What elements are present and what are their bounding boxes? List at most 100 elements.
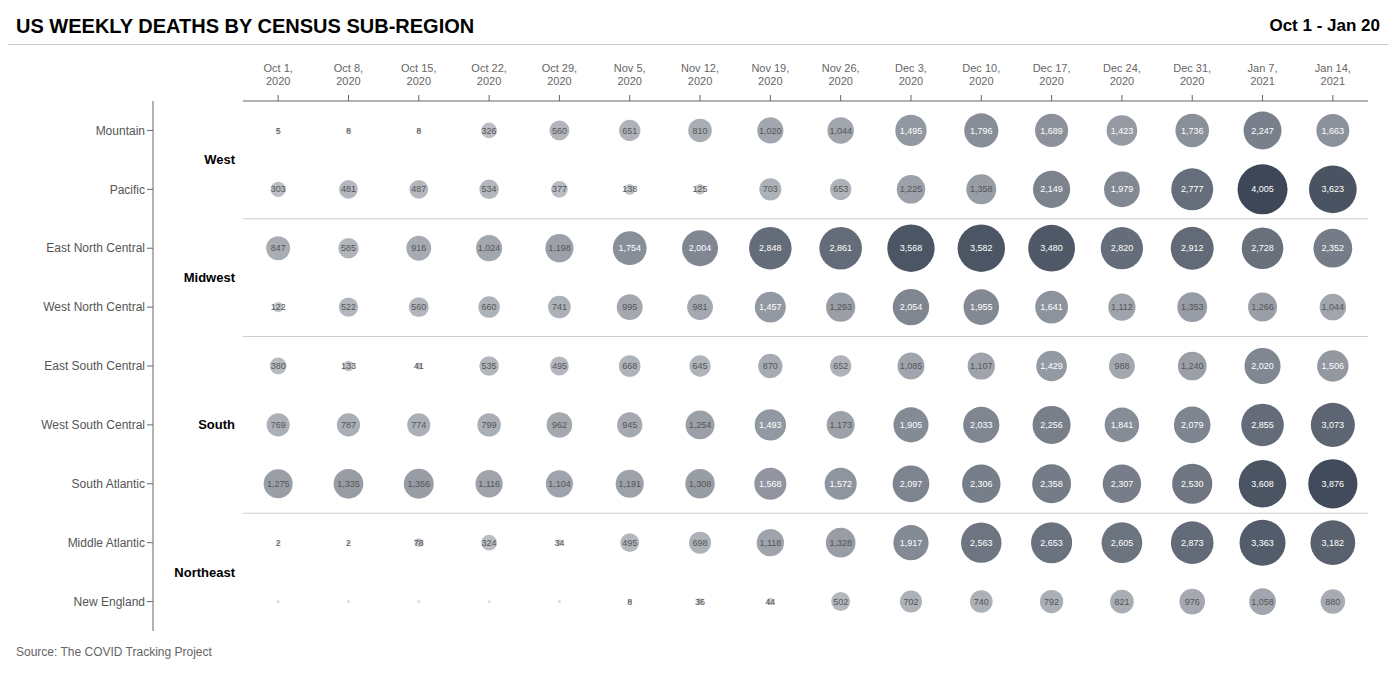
- svg-text:3,876: 3,876: [1322, 479, 1345, 489]
- svg-text:1,107: 1,107: [970, 361, 993, 371]
- svg-text:2,020: 2,020: [1251, 361, 1274, 371]
- svg-text:2,820: 2,820: [1111, 243, 1134, 253]
- svg-text:2,861: 2,861: [829, 243, 852, 253]
- svg-text:2,079: 2,079: [1181, 420, 1204, 430]
- svg-text:2,256: 2,256: [1040, 420, 1063, 430]
- svg-text:326: 326: [482, 126, 497, 136]
- svg-text:2,563: 2,563: [970, 538, 993, 548]
- svg-text:Dec 10,2020: Dec 10,2020: [962, 62, 1000, 87]
- svg-text:2,728: 2,728: [1251, 243, 1274, 253]
- svg-text:1,796: 1,796: [970, 126, 993, 136]
- svg-text:1,328: 1,328: [829, 538, 852, 548]
- svg-text:1,429: 1,429: [1040, 361, 1063, 371]
- svg-text:Oct 1,2020: Oct 1,2020: [263, 62, 292, 87]
- svg-text:2,777: 2,777: [1181, 184, 1204, 194]
- svg-text:2,358: 2,358: [1040, 479, 1063, 489]
- svg-text:1,905: 1,905: [900, 420, 923, 430]
- svg-text:1,191: 1,191: [618, 479, 641, 489]
- svg-text:1,112: 1,112: [1111, 302, 1133, 312]
- svg-text:1,568: 1,568: [759, 479, 782, 489]
- svg-text:1,335: 1,335: [337, 479, 360, 489]
- svg-text:1,641: 1,641: [1040, 302, 1063, 312]
- svg-text:380: 380: [271, 361, 286, 371]
- svg-text:4,005: 4,005: [1251, 184, 1274, 194]
- svg-text:36: 36: [695, 597, 705, 607]
- svg-text:1,266: 1,266: [1251, 302, 1274, 312]
- svg-text:2,873: 2,873: [1181, 538, 1204, 548]
- svg-text:976: 976: [1185, 597, 1200, 607]
- svg-text:1,024: 1,024: [478, 243, 501, 253]
- svg-text:West North Central: West North Central: [43, 300, 145, 314]
- svg-text:787: 787: [341, 420, 356, 430]
- svg-text:651: 651: [622, 126, 637, 136]
- svg-text:8: 8: [627, 597, 632, 607]
- svg-text:1,358: 1,358: [970, 184, 993, 194]
- svg-text:3,073: 3,073: [1322, 420, 1345, 430]
- svg-text:2: 2: [276, 538, 281, 548]
- svg-text:2,054: 2,054: [900, 302, 923, 312]
- svg-text:Mountain: Mountain: [96, 124, 145, 138]
- svg-text:502: 502: [833, 597, 848, 607]
- svg-text:522: 522: [341, 302, 356, 312]
- svg-text:South: South: [198, 417, 235, 432]
- svg-text:1,020: 1,020: [759, 126, 782, 136]
- svg-text:652: 652: [833, 361, 848, 371]
- svg-text:3,582: 3,582: [970, 243, 993, 253]
- svg-text:774: 774: [411, 420, 426, 430]
- svg-text:1,356: 1,356: [408, 479, 431, 489]
- svg-text:Jan 7,2021: Jan 7,2021: [1248, 62, 1278, 87]
- svg-text:Oct 29,2020: Oct 29,2020: [542, 62, 577, 87]
- svg-text:Oct 22,2020: Oct 22,2020: [471, 62, 506, 87]
- svg-text:821: 821: [1114, 597, 1129, 607]
- svg-text:South Atlantic: South Atlantic: [72, 477, 145, 491]
- svg-text:1,689: 1,689: [1040, 126, 1063, 136]
- svg-text:New England: New England: [74, 595, 145, 609]
- svg-text:3,608: 3,608: [1251, 479, 1274, 489]
- svg-text:1,254: 1,254: [689, 420, 712, 430]
- svg-text:740: 740: [974, 597, 989, 607]
- svg-text:Oct 15,2020: Oct 15,2020: [401, 62, 436, 87]
- svg-text:1,506: 1,506: [1322, 361, 1345, 371]
- svg-text:8: 8: [346, 126, 351, 136]
- svg-text:1,955: 1,955: [970, 302, 993, 312]
- svg-text:1,979: 1,979: [1111, 184, 1134, 194]
- svg-text:534: 534: [482, 184, 497, 194]
- svg-text:916: 916: [411, 243, 426, 253]
- svg-text:44: 44: [765, 597, 775, 607]
- svg-text:1,917: 1,917: [900, 538, 923, 548]
- svg-text:585: 585: [341, 243, 356, 253]
- svg-text:1,104: 1,104: [548, 479, 571, 489]
- svg-text:2,912: 2,912: [1181, 243, 1204, 253]
- svg-text:1,423: 1,423: [1111, 126, 1134, 136]
- svg-text:122: 122: [271, 302, 286, 312]
- svg-text:668: 668: [622, 361, 637, 371]
- svg-text:West South Central: West South Central: [41, 418, 145, 432]
- svg-text:Dec 31,2020: Dec 31,2020: [1173, 62, 1211, 87]
- svg-text:1,173: 1,173: [829, 420, 852, 430]
- svg-text:Dec 24,2020: Dec 24,2020: [1103, 62, 1141, 87]
- svg-text:8: 8: [416, 126, 421, 136]
- svg-text:981: 981: [693, 302, 708, 312]
- svg-text:41: 41: [414, 361, 424, 371]
- svg-text:1,493: 1,493: [759, 420, 782, 430]
- svg-text:988: 988: [1114, 361, 1129, 371]
- svg-text:2,004: 2,004: [689, 243, 712, 253]
- svg-text:138: 138: [622, 184, 637, 194]
- svg-text:792: 792: [1044, 597, 1059, 607]
- svg-text:1,572: 1,572: [829, 479, 852, 489]
- svg-text:Oct 8,2020: Oct 8,2020: [334, 62, 363, 87]
- svg-text:1,240: 1,240: [1181, 361, 1204, 371]
- svg-text:West: West: [204, 152, 235, 167]
- svg-text:481: 481: [341, 184, 356, 194]
- svg-text:1,754: 1,754: [618, 243, 641, 253]
- svg-text:East South Central: East South Central: [44, 359, 145, 373]
- svg-text:1,293: 1,293: [829, 302, 852, 312]
- svg-text:1,457: 1,457: [759, 302, 782, 312]
- svg-text:741: 741: [552, 302, 567, 312]
- svg-text:1,044: 1,044: [829, 126, 852, 136]
- svg-text:2,247: 2,247: [1251, 126, 1274, 136]
- svg-text:Jan 14,2021: Jan 14,2021: [1315, 62, 1351, 87]
- svg-text:303: 303: [271, 184, 286, 194]
- svg-text:2,306: 2,306: [970, 479, 993, 489]
- svg-text:Middle Atlantic: Middle Atlantic: [68, 536, 145, 550]
